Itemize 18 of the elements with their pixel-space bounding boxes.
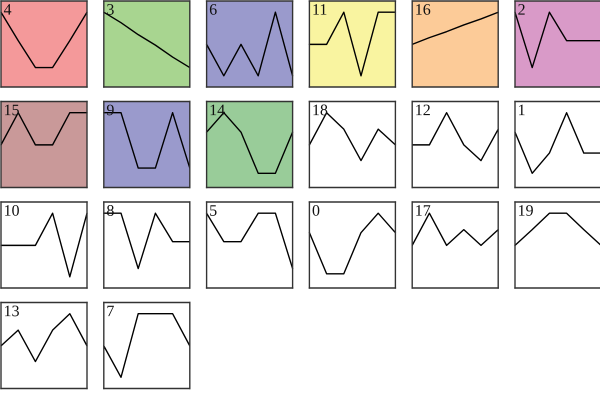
chart-title: 0: [312, 205, 320, 216]
chart-title: 6: [210, 4, 217, 15]
chart-title: 7: [107, 306, 114, 316]
chart-title: 18: [313, 104, 328, 116]
chart-title: 11: [313, 4, 326, 15]
chart-title: 3: [107, 4, 114, 15]
chart-title: 1: [518, 104, 525, 116]
chart-title: 12: [416, 104, 430, 116]
chart-title: 16: [416, 4, 430, 15]
chart-title: 19: [518, 205, 533, 216]
chart-title: 14: [210, 104, 225, 116]
chart-title: 5: [210, 205, 217, 216]
chart-title: 4: [4, 4, 12, 15]
chart-title: 13: [4, 306, 19, 316]
chart-title: 2: [518, 4, 525, 15]
chart-title: 15: [4, 104, 19, 116]
chart-title: 17: [416, 205, 430, 216]
chart-title: 10: [4, 205, 19, 216]
